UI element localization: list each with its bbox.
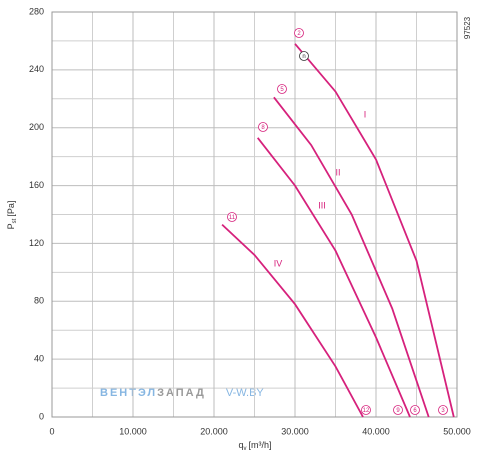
curve-label: I	[364, 109, 367, 119]
annotation: 3	[441, 408, 445, 414]
x-tick-label: 40.000	[362, 426, 390, 436]
annotation: 12	[363, 408, 370, 414]
annotation: 5	[280, 87, 284, 93]
annotation-circle	[294, 28, 304, 38]
curve	[256, 137, 411, 418]
watermark-part: ЗАПАД	[157, 387, 206, 399]
plot-frame	[51, 11, 458, 418]
x-tick-label: 10.000	[119, 426, 147, 436]
annotation-circle	[258, 122, 268, 132]
x-tick-label: 30.000	[281, 426, 309, 436]
y-label-main: P	[6, 223, 16, 229]
x-label-sub: v	[244, 446, 247, 452]
annotation-circle	[227, 212, 237, 222]
y-label-unit: [Pa]	[6, 201, 16, 217]
curve	[273, 96, 430, 418]
curve	[221, 223, 364, 418]
curve-label: IV	[274, 258, 283, 268]
x-axis-label: qv [m³/h]	[238, 440, 271, 451]
annotation: 9	[396, 408, 400, 414]
annotation-circle	[410, 405, 420, 415]
curve	[294, 43, 455, 418]
x-tick-label: 0	[49, 426, 54, 436]
annotation: n	[302, 54, 305, 60]
y-axis-label: Pst[Pa]	[6, 201, 17, 230]
x-label-main: q	[238, 440, 243, 450]
y-tick-label: 160	[29, 180, 44, 190]
annotation: 2	[297, 31, 301, 37]
annotation-circle	[361, 405, 371, 415]
x-tick-label: 20.000	[200, 426, 228, 436]
y-tick-label: 40	[34, 354, 44, 364]
code: 97523	[463, 16, 472, 39]
y-tick-label: 200	[29, 122, 44, 132]
x-label-unit: [m³/h]	[249, 440, 272, 450]
y-tick-label: 240	[29, 64, 44, 74]
watermark: ВЕНТЭЛЗАПАД V-W.BY	[100, 387, 264, 399]
annotation-circle	[277, 84, 287, 94]
y-tick-label: 0	[39, 411, 44, 421]
annotation-circle	[438, 405, 448, 415]
annotation-circle	[393, 405, 403, 415]
x-tick-label: 50.000	[443, 426, 471, 436]
annotation-circle	[299, 51, 309, 61]
watermark-part: V-W.BY	[226, 387, 265, 399]
y-tick-label: 80	[34, 296, 44, 306]
y-label-sub: st	[12, 218, 18, 223]
annotation: 11	[229, 215, 236, 221]
annotation: 6	[413, 408, 417, 414]
y-tick-label: 280	[29, 6, 44, 16]
y-tick-label: 120	[29, 238, 44, 248]
annotation: 8	[261, 125, 265, 131]
watermark-part: ВЕНТЭЛ	[100, 387, 157, 399]
curve-label: II	[335, 167, 340, 177]
curve-label: III	[318, 200, 326, 210]
